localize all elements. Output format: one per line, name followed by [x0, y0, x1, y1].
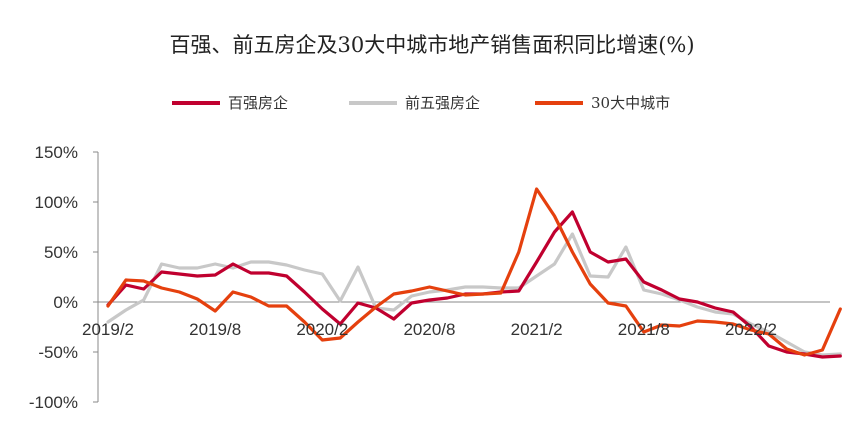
- y-tick-label: -100%: [29, 393, 78, 412]
- legend-label: 30大中城市: [591, 94, 670, 112]
- x-tick-label: 2021/2: [511, 320, 563, 339]
- legend-label: 百强房企: [228, 94, 288, 112]
- y-tick-label: 100%: [35, 193, 78, 212]
- series-line-3: [106, 187, 842, 357]
- x-tick-label: 2022/2: [725, 320, 777, 339]
- chart-legend: 百强房企 前五强房企 30大中城市: [172, 94, 670, 112]
- y-tick-label: 0%: [53, 293, 78, 312]
- x-tick-label: 2020/2: [296, 320, 348, 339]
- x-tick-label: 2019/2: [82, 320, 134, 339]
- legend-label: 前五强房企: [405, 94, 480, 112]
- x-tick-label: 2019/8: [189, 320, 241, 339]
- chart-title: 百强、前五房企及30大中城市地产销售面积同比增速(%): [169, 33, 694, 57]
- y-tick-label: 150%: [35, 143, 78, 162]
- y-tick-label: 50%: [44, 243, 78, 262]
- chart-series: [106, 187, 842, 359]
- chart-axes: [93, 151, 830, 403]
- x-tick-label: 2020/8: [403, 320, 455, 339]
- x-tick-label: 2021/8: [618, 320, 670, 339]
- y-tick-label: -50%: [38, 343, 78, 362]
- chart-tick-labels: -100% -50% 0% 50% 100% 150% 2019/2 2019/8 2020/2…: [29, 143, 777, 412]
